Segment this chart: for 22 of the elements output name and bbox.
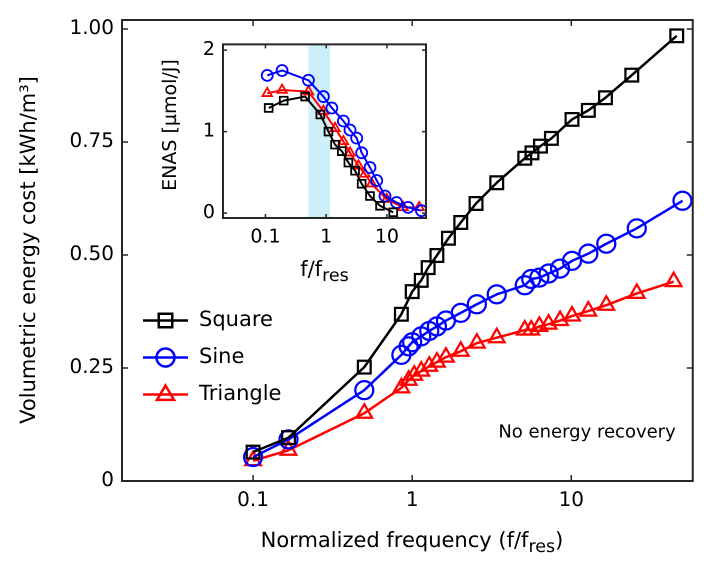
x-tick-label: 0.1 (237, 487, 269, 512)
legend-label: Sine (199, 344, 244, 368)
y-axis-title: Volumetric energy cost [kWh/m³] (16, 76, 40, 424)
y-tick-label: 0.25 (69, 354, 114, 378)
y-tick-label: 1 (202, 120, 215, 142)
x-axis-title: Normalized frequency (f/f$_{res}$) (260, 528, 564, 558)
y-tick-label: 0.75 (69, 128, 114, 152)
y-tick-label: 0 (101, 467, 114, 492)
y-tick-label: 0 (202, 201, 215, 224)
x-tick-label: 1 (406, 487, 419, 512)
y-tick-label: 2 (202, 38, 215, 60)
y-tick-label: 1.00 (69, 15, 114, 40)
x-tick-label: 0.1 (250, 225, 281, 248)
annotation: No energy recovery (498, 422, 676, 443)
x-tick-label: 10 (558, 487, 584, 512)
legend-label: Triangle (198, 380, 282, 405)
x-tick-label: 1 (320, 225, 332, 248)
x-tick-label: 10 (374, 225, 400, 248)
legend-label: Square (199, 306, 273, 331)
x-axis-title: f/f$_{res}$ (299, 257, 350, 286)
y-axis-title: ENAS [µmol/J] (159, 59, 181, 191)
y-tick-label: 0.50 (69, 241, 114, 266)
